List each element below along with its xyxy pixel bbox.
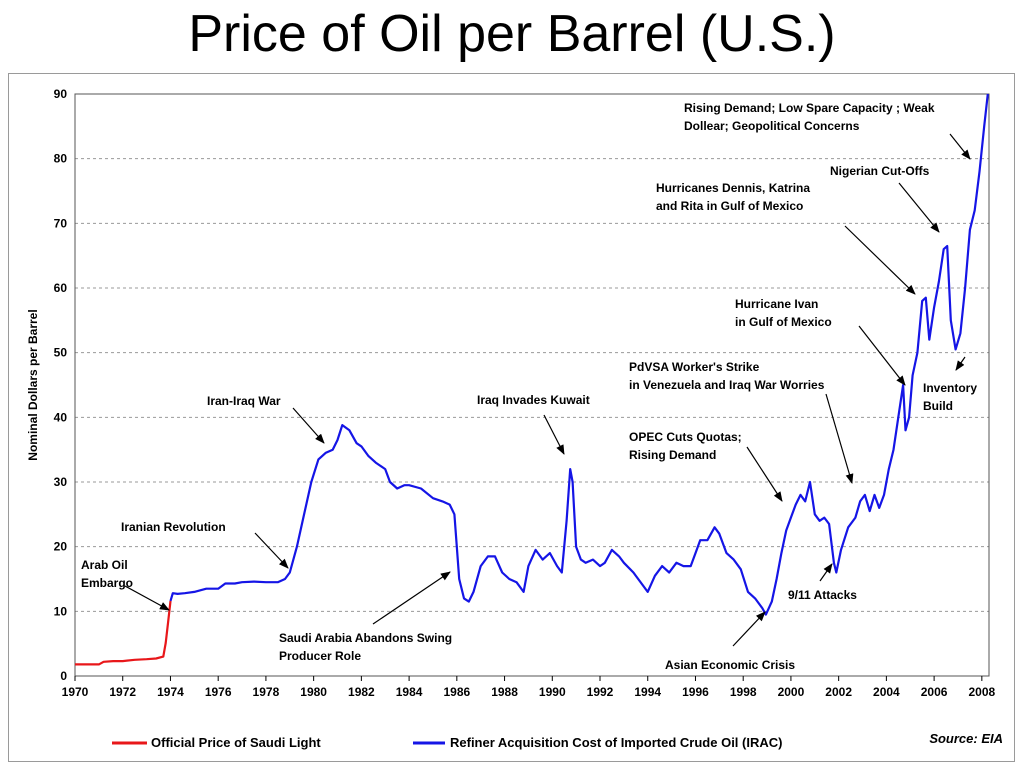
x-tick-label: 2004 [873,685,900,699]
annotation-label: Inventory [923,381,977,395]
x-tick-label: 1972 [109,685,136,699]
annotation-arrow [732,611,766,647]
x-tick-label: 1970 [62,685,89,699]
slide-title: Price of Oil per Barrel (U.S.) [188,5,836,63]
annotation-arrow [819,563,833,582]
y-tick-label: 20 [54,540,68,554]
annotation-label: Iran-Iraq War [207,394,281,408]
oil-price-chart: 0 10 20 30 40 50 60 70 80 90 1970 1972 1974 1976 1978 1… [26,87,1003,750]
x-tick-label: 1982 [348,685,375,699]
annotation-label: Iraq Invades Kuwait [477,393,590,407]
y-tick-label: 70 [54,216,68,230]
annotation-label: Embargo [81,576,133,590]
x-tick-label: 1994 [634,685,661,699]
x-tick-label: 2002 [825,685,852,699]
x-tick-label: 1988 [491,685,518,699]
annotation-arrow [254,532,289,569]
annotation-arrow [543,414,565,455]
x-tick-label: 2006 [921,685,948,699]
annotation-label: Build [923,399,953,413]
x-tick-label: 1974 [157,685,184,699]
annotation-label: Asian Economic Crisis [665,658,795,672]
annotation-arrow [949,133,971,160]
x-tick-label: 1976 [205,685,232,699]
annotation-label: and Rita in Gulf of Mexico [656,199,803,213]
x-tick-label: 1996 [682,685,709,699]
annotation-arrow [858,325,906,386]
source-label: Source: EIA [929,731,1003,746]
annotation-arrow [955,356,966,371]
annotation-label: Arab Oil [81,558,128,572]
annotation-arrow [292,407,325,444]
y-tick-label: 90 [54,87,68,101]
annotation-arrow [746,446,783,502]
annotation-arrow [844,225,916,295]
x-tick-label: 2008 [968,685,995,699]
y-tick-label: 10 [54,604,68,618]
y-tick-label: 50 [54,346,68,360]
legend-label: Refiner Acquisition Cost of Imported Cru… [450,735,782,750]
irac-price-line [169,93,989,616]
annotation-arrow [898,182,940,233]
annotation-label: in Gulf of Mexico [735,315,832,329]
x-tick-label: 1992 [587,685,614,699]
annotation-label: PdVSA Worker's Strike [629,360,760,374]
saudi-light-price-line [75,600,172,666]
x-tick-label: 1984 [396,685,423,699]
annotation-label: OPEC Cuts Quotas; [629,430,742,444]
y-axis-label: Nominal Dollars per Barrel [26,309,40,460]
annotation-label: Iranian Revolution [121,520,226,534]
x-tick-label: 1998 [730,685,757,699]
annotation-label: in Venezuela and Iraq War Worries [629,378,825,392]
legend-label: Official Price of Saudi Light [151,735,321,750]
annotation-label: Dollear; Geopolitical Concerns [684,119,860,133]
annotation-label: Saudi Arabia Abandons Swing [279,631,452,645]
annotation-label: Producer Role [279,649,361,663]
annotation-label: Hurricane Ivan [735,297,818,311]
y-tick-label: 30 [54,475,68,489]
annotation-label: Rising Demand [629,448,716,462]
y-tick-label: 0 [60,669,67,683]
annotation-arrow [372,571,451,625]
y-tick-label: 80 [54,152,68,166]
x-tick-label: 1986 [443,685,470,699]
x-tick-label: 1990 [539,685,566,699]
annotation-label: Nigerian Cut-Offs [830,164,930,178]
x-tick-label: 1978 [253,685,280,699]
y-tick-label: 40 [54,410,68,424]
annotation-arrow [124,585,170,611]
annotation-label: Rising Demand; Low Spare Capacity ; Weak [684,101,935,115]
x-tick-label: 2000 [778,685,805,699]
plot-area-border [74,93,990,677]
chart-frame: 0 10 20 30 40 50 60 70 80 90 1970 1972 1974 1976 1978 1… [8,73,1015,762]
annotation-arrow [825,393,854,484]
annotation-label: Hurricanes Dennis, Katrina [656,181,810,195]
y-tick-label: 60 [54,281,68,295]
annotation-label: 9/11 Attacks [788,588,857,602]
x-tick-label: 1980 [300,685,327,699]
